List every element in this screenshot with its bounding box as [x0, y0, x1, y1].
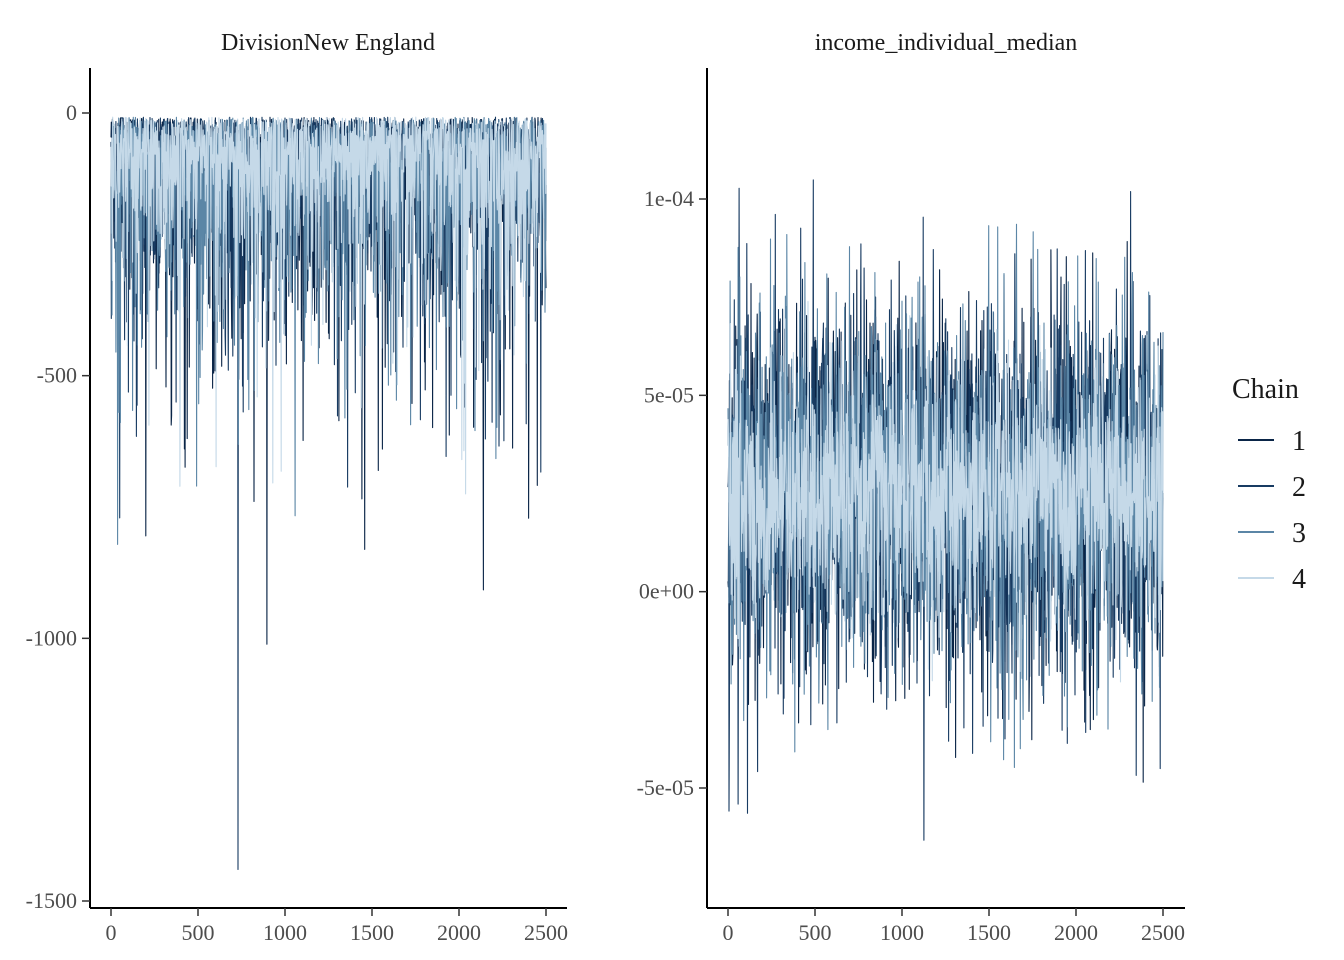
- y-tick-label: -1000: [26, 625, 77, 650]
- x-tick-label: 500: [799, 920, 832, 945]
- y-tick-label: -5e-05: [637, 775, 694, 800]
- legend-label-chain-1: 1: [1292, 426, 1306, 457]
- trace-lines: [110, 116, 547, 871]
- trace-line-chain-4: [110, 116, 547, 495]
- x-tick-label: 2000: [1054, 920, 1098, 945]
- panel-income-individual-median: income_individual_median 0 500 1000 1500 200…: [637, 30, 1185, 945]
- trace-lines: [727, 179, 1164, 841]
- legend: Chain 1 2 3 4: [1232, 374, 1306, 595]
- x-tick-label: 2500: [1141, 920, 1185, 945]
- legend-label-chain-4: 4: [1292, 564, 1306, 595]
- x-tick-label: 500: [182, 920, 215, 945]
- trace-line-chain-3: [110, 116, 547, 545]
- panel-title: income_individual_median: [815, 30, 1078, 56]
- y-tick-label: 0: [66, 100, 77, 125]
- y-tick-label: 1e-04: [644, 186, 694, 211]
- legend-label-chain-2: 2: [1292, 472, 1306, 503]
- y-tick-label: -1500: [26, 888, 77, 913]
- legend-title: Chain: [1232, 374, 1299, 405]
- panel-title: DivisionNew England: [221, 30, 435, 56]
- axis-ticks: 0 500 1000 1500 2000 2500 0 -500 -1000 -1500: [26, 100, 568, 945]
- trace-line-chain-3: [727, 223, 1164, 769]
- x-tick-label: 0: [106, 920, 117, 945]
- x-tick-label: 1500: [350, 920, 394, 945]
- trace-line-chain-4: [727, 301, 1164, 683]
- legend-label-chain-3: 3: [1292, 518, 1306, 549]
- y-tick-label: 0e+00: [639, 579, 694, 604]
- x-tick-label: 1500: [967, 920, 1011, 945]
- x-tick-label: 1000: [263, 920, 307, 945]
- y-tick-label: 5e-05: [644, 382, 694, 407]
- y-tick-label: -500: [37, 363, 77, 388]
- axis-ticks: 0 500 1000 1500 2000 2500 1e-04 5e-05 0e+00 -5e-0…: [637, 186, 1185, 945]
- x-tick-label: 1000: [880, 920, 924, 945]
- x-tick-label: 0: [723, 920, 734, 945]
- panel-division-new-england: DivisionNew England 0 500 1000 1500 2000 2500…: [26, 30, 568, 945]
- x-tick-label: 2000: [437, 920, 481, 945]
- x-tick-label: 2500: [524, 920, 568, 945]
